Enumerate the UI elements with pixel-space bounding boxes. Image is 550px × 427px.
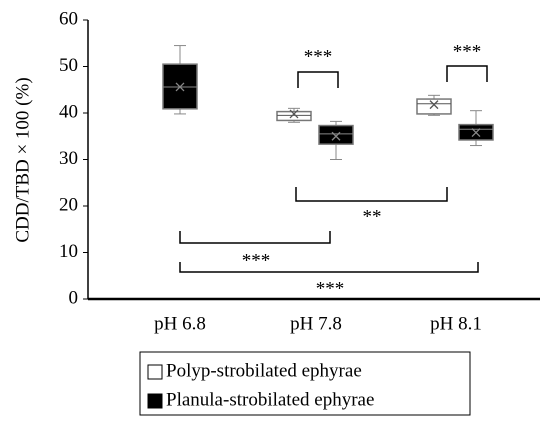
box xyxy=(416,98,452,115)
mean-marker xyxy=(471,128,481,137)
legend-swatch xyxy=(147,393,163,409)
y-tick-label: 40 xyxy=(59,101,78,122)
significance-bracket xyxy=(179,231,331,244)
box xyxy=(276,110,312,122)
significance-bracket xyxy=(446,65,488,82)
x-tick-label: pH 8.1 xyxy=(430,313,482,334)
y-tick-label: 30 xyxy=(59,148,78,169)
y-tick-label: 20 xyxy=(59,194,78,215)
x-tick-label: pH 7.8 xyxy=(290,313,342,334)
legend-swatch xyxy=(147,364,163,380)
y-tick-label: 50 xyxy=(59,55,78,76)
legend-frame xyxy=(139,351,471,416)
significance-label: *** xyxy=(453,41,482,62)
mean-marker xyxy=(289,109,299,119)
mean-marker xyxy=(429,100,439,110)
x-tick-label: pH 6.8 xyxy=(154,313,206,334)
box xyxy=(318,124,354,145)
significance-label: *** xyxy=(242,250,271,271)
y-tick-label: 60 xyxy=(59,8,78,29)
significance-bracket xyxy=(179,262,479,273)
significance-label: *** xyxy=(316,278,345,299)
significance-label: ** xyxy=(363,206,382,227)
significance-bracket xyxy=(295,187,448,202)
mean-marker xyxy=(175,82,185,92)
y-tick-label: 0 xyxy=(69,287,79,308)
legend-label: Planula-strobilated ephyrae xyxy=(166,389,374,410)
significance-bracket xyxy=(297,71,339,88)
y-tick-label: 10 xyxy=(59,241,78,262)
significance-label: *** xyxy=(304,46,333,67)
mean-marker xyxy=(331,131,341,141)
y-axis-label: CDD/TBD × 100 (%) xyxy=(12,77,33,242)
legend-label: Polyp-strobilated ephyrae xyxy=(166,360,362,381)
